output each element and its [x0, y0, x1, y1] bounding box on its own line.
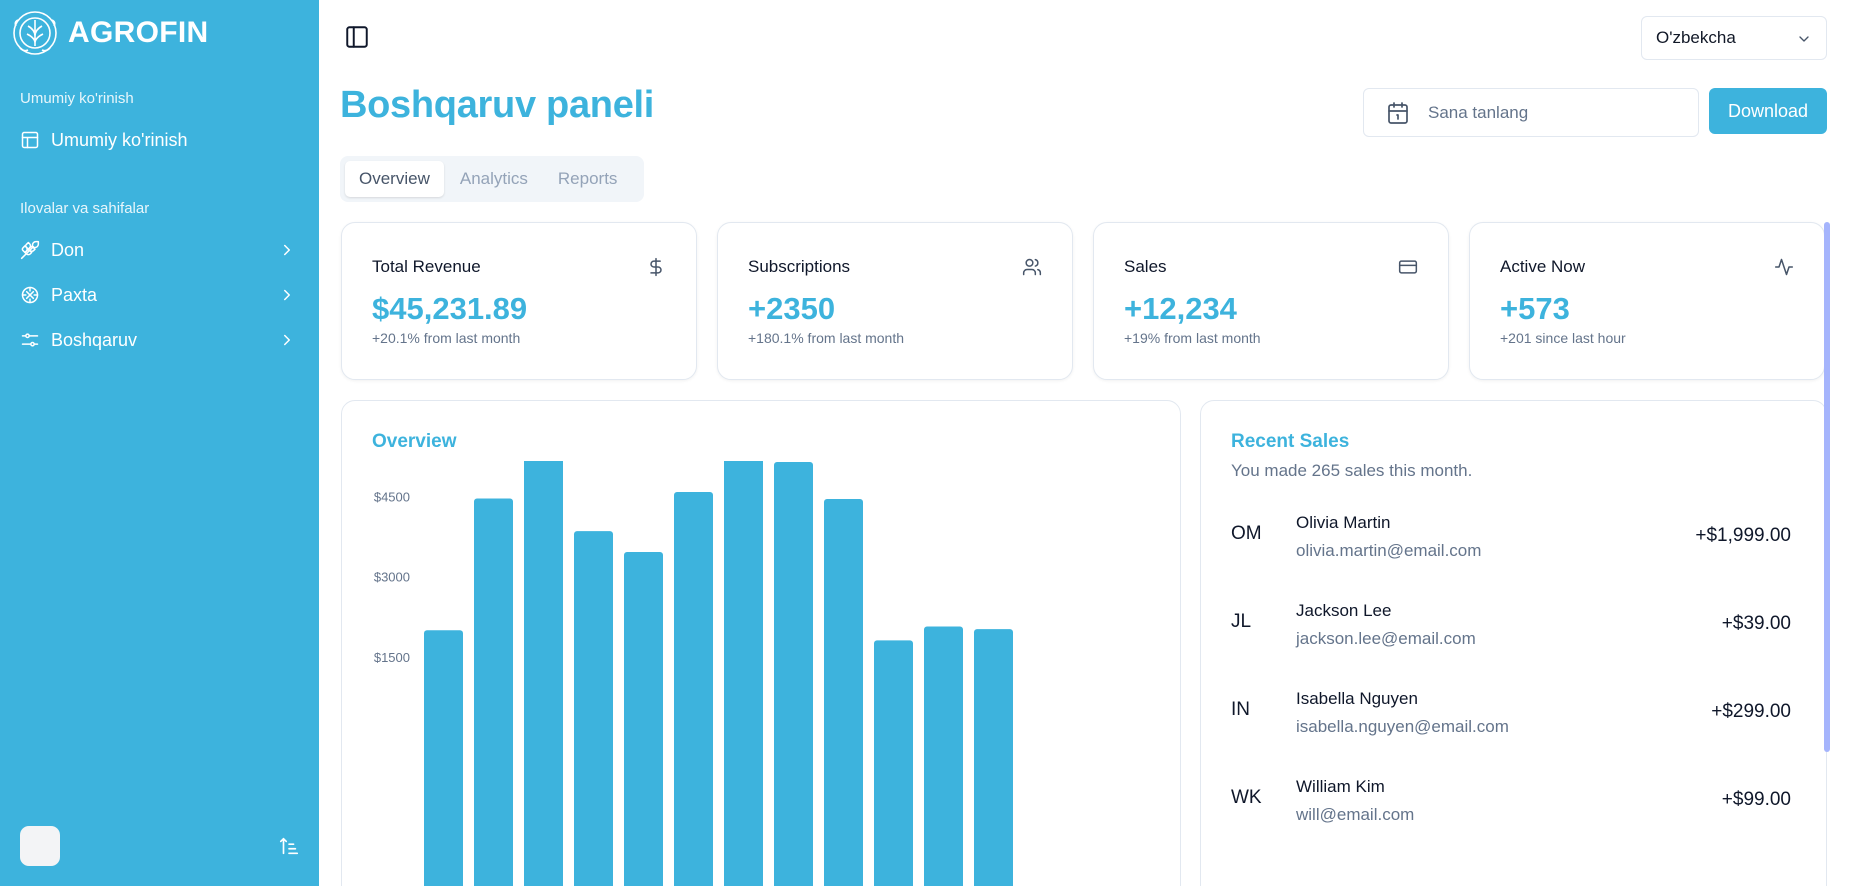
cotton-icon — [21, 286, 39, 304]
stat-value: $45,231.89 — [372, 291, 528, 326]
sidebar: AGROFIN Umumiy ko'rinish Umumiy ko'rinis… — [0, 0, 319, 886]
stat-value: +12,234 — [1124, 291, 1237, 326]
stat-title: Subscriptions — [748, 257, 851, 276]
tab-reports[interactable]: Reports — [557, 169, 618, 188]
brand-name: AGROFIN — [68, 16, 209, 49]
sale-email: jackson.lee@email.com — [1296, 629, 1476, 648]
sidebar-item-don[interactable]: Don — [12, 231, 304, 269]
credit-card-icon — [1398, 260, 1418, 274]
stat-subtext: +180.1% from last month — [748, 330, 905, 346]
recent-sales-panel: Recent Sales You made 265 sales this mon… — [1200, 400, 1827, 886]
users-icon — [1022, 258, 1042, 276]
sidebar-toggle-button[interactable] — [342, 22, 372, 52]
stat-title: Active Now — [1500, 257, 1586, 276]
dollar-icon — [650, 257, 662, 277]
y-tick-label: $4500 — [374, 489, 410, 504]
sliders-icon — [21, 333, 39, 347]
stat-card-sales: Sales +12,234 +19% from last month — [1093, 222, 1449, 380]
sale-amount: +$99.00 — [1721, 789, 1791, 810]
sidebar-item-boshqaruv[interactable]: Boshqaruv — [12, 321, 304, 359]
chart-bar[interactable] — [774, 462, 813, 886]
chart-bar[interactable] — [974, 629, 1013, 886]
sale-email: isabella.nguyen@email.com — [1296, 717, 1509, 736]
stat-card-subscriptions: Subscriptions +2350 +180.1% from last mo… — [717, 222, 1073, 380]
sidebar-item-label: Umumiy ko'rinish — [51, 129, 188, 150]
stat-subtext: +19% from last month — [1124, 330, 1261, 346]
y-tick-label: $1500 — [374, 650, 410, 665]
sale-avatar-initials: JL — [1231, 611, 1252, 632]
chevron-right-icon — [284, 289, 290, 301]
overview-title: Overview — [372, 431, 457, 452]
group-label-overview: Umumiy ko'rinish — [20, 90, 134, 107]
overview-panel: Overview $6000$4500$3000$1500 — [341, 400, 1181, 886]
sidebar-item-paxta[interactable]: Paxta — [12, 276, 304, 314]
stat-card-revenue: Total Revenue $45,231.89 +20.1% from las… — [341, 222, 697, 380]
chart-bar[interactable] — [474, 498, 513, 886]
chart-bar[interactable] — [874, 640, 913, 886]
tabs: Overview Analytics Reports — [340, 156, 644, 202]
sidebar-item-label: Boshqaruv — [51, 329, 138, 350]
sale-name: Jackson Lee — [1296, 601, 1392, 620]
panel-left-icon — [346, 26, 368, 48]
sidebar-item-label: Don — [51, 239, 85, 260]
sidebar-item-overview[interactable]: Umumiy ko'rinish — [12, 121, 304, 159]
chart-bar[interactable] — [924, 626, 963, 886]
chart-bar[interactable] — [424, 630, 463, 886]
date-picker[interactable]: Sana tanlang — [1363, 88, 1699, 137]
chevron-right-icon — [284, 334, 290, 346]
stat-subtext: +201 since last hour — [1500, 330, 1626, 346]
chart-bar[interactable] — [724, 461, 763, 886]
language-select[interactable]: O'zbekcha — [1641, 16, 1827, 60]
agrofin-logo-icon — [13, 11, 57, 55]
chevron-down-icon — [1799, 36, 1809, 42]
group-label-apps: Ilovalar va sahifalar — [20, 200, 150, 217]
calendar-icon — [1388, 101, 1408, 124]
sale-name: Olivia Martin — [1296, 513, 1391, 532]
chart-bar[interactable] — [574, 531, 613, 886]
stat-value: +2350 — [748, 291, 836, 326]
stat-card-active: Active Now +573 +201 since last hour — [1469, 222, 1825, 380]
stat-title: Sales — [1124, 257, 1167, 276]
y-tick-label: $3000 — [374, 570, 410, 585]
sale-email: olivia.martin@email.com — [1296, 541, 1482, 560]
sale-amount: +$1,999.00 — [1695, 525, 1791, 546]
sale-row[interactable]: WK William Kim will@email.com +$99.00 — [1231, 775, 1791, 835]
recent-sales-title: Recent Sales — [1231, 431, 1350, 452]
stat-value: +573 — [1500, 291, 1570, 326]
date-picker-placeholder: Sana tanlang — [1428, 102, 1529, 122]
stat-subtext: +20.1% from last month — [372, 330, 521, 346]
layout-icon — [21, 131, 39, 149]
activity-icon — [1774, 258, 1794, 276]
sale-row[interactable]: IN Isabella Nguyen isabella.nguyen@email… — [1231, 687, 1791, 747]
sale-row[interactable]: JL Jackson Lee jackson.lee@email.com +$3… — [1231, 599, 1791, 659]
sale-name: William Kim — [1296, 777, 1385, 796]
chevron-right-icon — [284, 244, 290, 256]
download-button[interactable]: Download — [1709, 88, 1827, 134]
sale-amount: +$299.00 — [1711, 701, 1791, 722]
sale-name: Isabella Nguyen — [1296, 689, 1418, 708]
page-title: Boshqaruv paneli — [340, 84, 655, 126]
sidebar-item-label: Paxta — [51, 284, 98, 305]
overview-bar-chart: $6000$4500$3000$1500 — [374, 461, 1013, 886]
brand[interactable]: AGROFIN — [10, 9, 208, 57]
page-scrollbar[interactable] — [1824, 222, 1830, 752]
sale-avatar-initials: WK — [1231, 787, 1262, 808]
chart-bar[interactable] — [624, 552, 663, 886]
chart-bar[interactable] — [524, 461, 563, 886]
stat-title: Total Revenue — [372, 257, 481, 276]
sale-avatar-initials: OM — [1231, 523, 1262, 544]
chart-bar[interactable] — [824, 499, 863, 886]
language-select-value: O'zbekcha — [1656, 28, 1736, 47]
wheat-icon — [20, 240, 40, 260]
tab-overview[interactable]: Overview — [345, 161, 444, 197]
sale-amount: +$39.00 — [1721, 613, 1791, 634]
recent-sales-subtitle: You made 265 sales this month. — [1231, 461, 1473, 480]
user-avatar[interactable] — [20, 826, 60, 866]
sale-row[interactable]: OM Olivia Martin olivia.martin@email.com… — [1231, 511, 1791, 571]
sort-icon[interactable] — [278, 835, 300, 857]
sale-email: will@email.com — [1296, 805, 1415, 824]
sale-avatar-initials: IN — [1231, 699, 1250, 720]
tab-analytics[interactable]: Analytics — [459, 169, 528, 188]
chart-bar[interactable] — [674, 492, 713, 886]
